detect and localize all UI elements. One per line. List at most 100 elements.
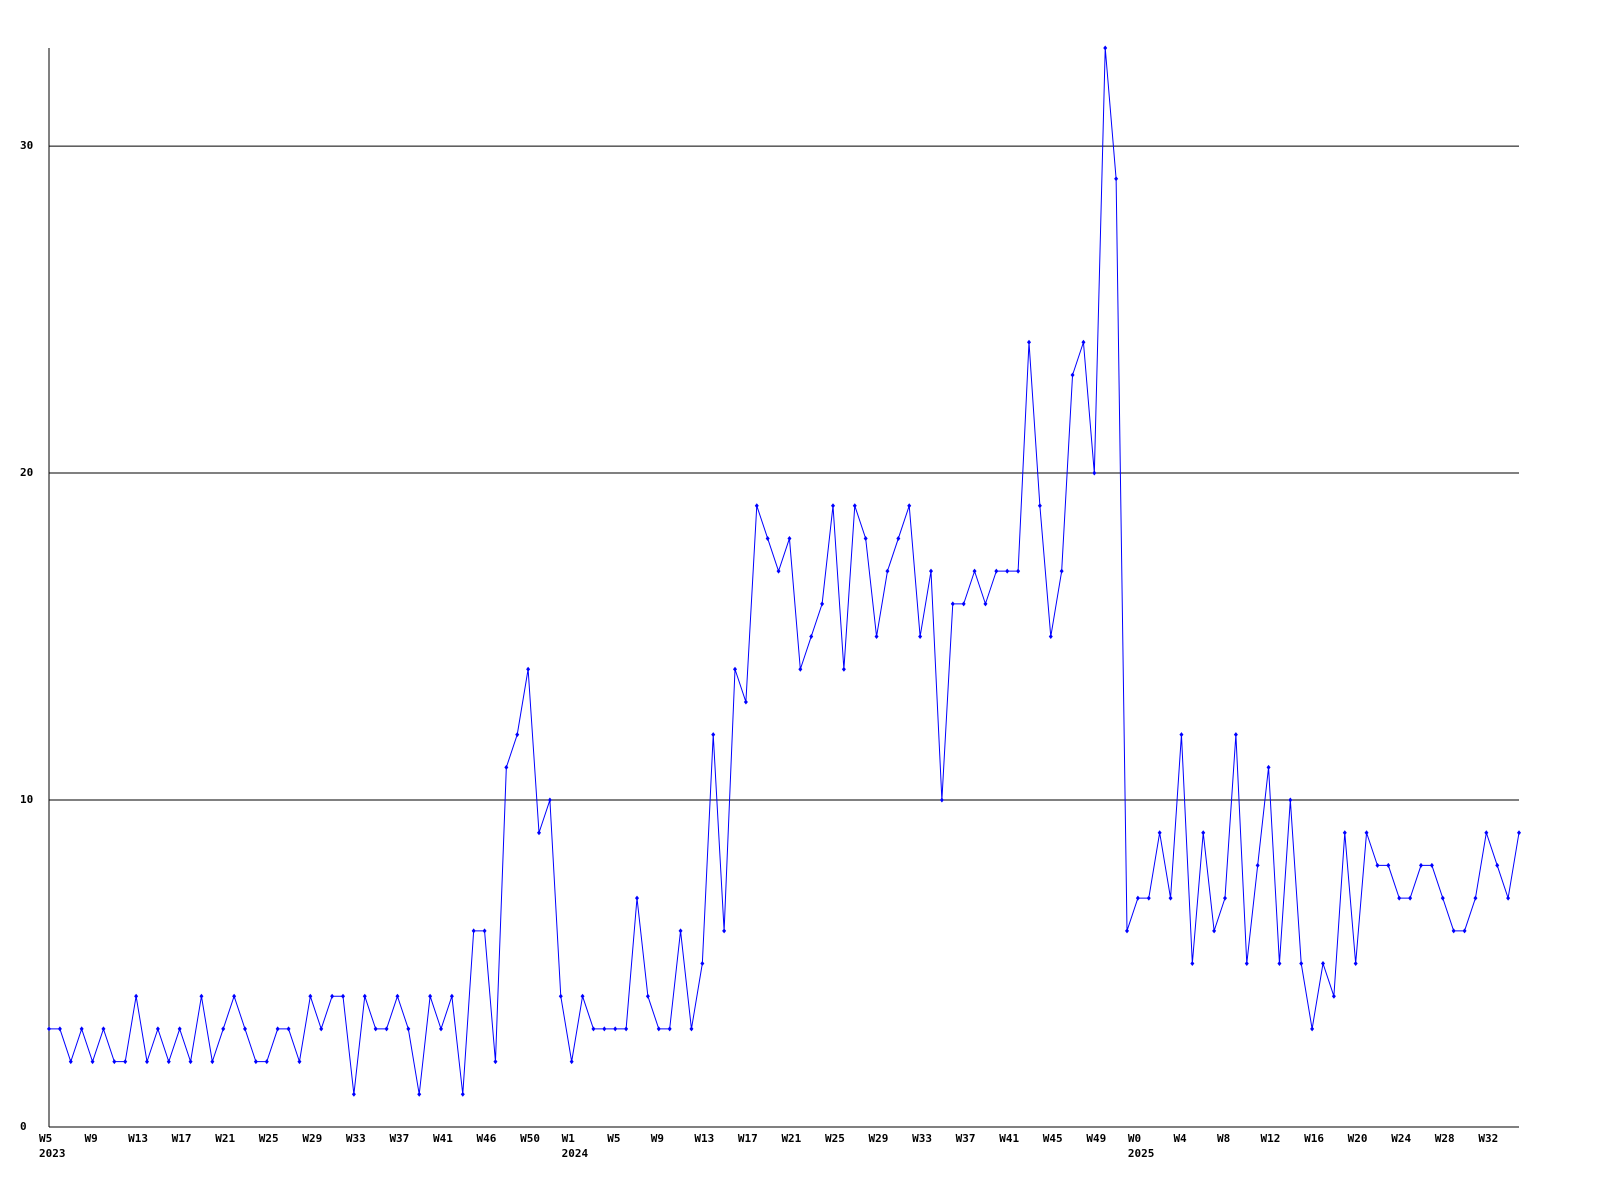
point <box>1310 1026 1315 1032</box>
point <box>297 1059 302 1065</box>
point <box>493 1059 498 1065</box>
x-tick-label: W12 <box>1261 1132 1281 1145</box>
point <box>1201 830 1206 836</box>
x-tick-label: W37 <box>956 1132 976 1145</box>
point <box>754 503 759 509</box>
point <box>373 1026 378 1032</box>
point <box>885 568 890 574</box>
point <box>460 1091 465 1097</box>
x-year-label: 2025 <box>1128 1147 1155 1160</box>
point <box>711 732 716 738</box>
point <box>787 535 792 541</box>
x-tick-label: W1 <box>562 1132 576 1145</box>
y-tick-label: 20 <box>20 466 33 479</box>
point <box>308 993 313 999</box>
point <box>166 1059 171 1065</box>
point <box>1462 928 1467 934</box>
point <box>449 993 454 999</box>
x-tick-label: W25 <box>259 1132 279 1145</box>
point <box>852 503 857 509</box>
point <box>722 928 727 934</box>
x-tick-label: W33 <box>346 1132 366 1145</box>
point <box>950 601 955 607</box>
x-tick-label: W46 <box>477 1132 497 1145</box>
point <box>330 993 335 999</box>
x-tick-label: W45 <box>1043 1132 1063 1145</box>
x-tick-label: W20 <box>1348 1132 1368 1145</box>
point <box>1375 862 1380 868</box>
point <box>1440 895 1445 901</box>
point <box>613 1026 618 1032</box>
x-tick-label: W8 <box>1217 1132 1230 1145</box>
point <box>1299 961 1304 967</box>
x-year-label: 2024 <box>562 1147 589 1160</box>
point <box>1027 339 1031 345</box>
point <box>896 535 901 541</box>
y-tick-label: 0 <box>20 1120 27 1133</box>
point <box>1059 568 1064 574</box>
x-tick-label: W13 <box>694 1132 714 1145</box>
point <box>1353 961 1358 967</box>
point <box>428 993 433 999</box>
x-tick-label: W4 <box>1173 1132 1187 1145</box>
point <box>243 1026 247 1032</box>
point <box>526 666 531 672</box>
point <box>68 1059 73 1065</box>
point <box>689 1026 694 1032</box>
point <box>79 1026 84 1032</box>
point <box>1037 503 1042 509</box>
point <box>1125 928 1129 934</box>
point <box>101 1026 106 1032</box>
point <box>1506 895 1511 901</box>
point <box>1517 830 1521 836</box>
x-tick-label: W24 <box>1391 1132 1411 1145</box>
point <box>177 1026 182 1032</box>
point <box>406 1026 411 1032</box>
point <box>1342 830 1347 836</box>
point <box>319 1026 324 1032</box>
point <box>1223 895 1227 901</box>
x-tick-label: W13 <box>128 1132 148 1145</box>
point <box>591 1026 596 1032</box>
point <box>569 1059 574 1065</box>
point <box>863 535 868 541</box>
point <box>1212 928 1217 934</box>
point <box>417 1091 422 1097</box>
point <box>439 1026 443 1032</box>
point <box>232 993 237 999</box>
x-year-label: 2023 <box>39 1147 66 1160</box>
point <box>1321 961 1325 967</box>
point <box>809 634 814 640</box>
point <box>351 1091 356 1097</box>
point <box>939 797 944 803</box>
point <box>1288 797 1293 803</box>
point <box>112 1059 117 1065</box>
y-tick-label: 30 <box>20 139 33 152</box>
point <box>341 993 345 999</box>
point <box>907 503 912 509</box>
x-tick-label: W5 <box>39 1132 52 1145</box>
y-tick-label: 10 <box>20 793 33 806</box>
point <box>90 1059 95 1065</box>
point <box>994 568 999 574</box>
x-tick-label: W25 <box>825 1132 845 1145</box>
point <box>1157 830 1162 836</box>
point <box>1190 961 1195 967</box>
point <box>1386 862 1391 868</box>
point <box>515 732 520 738</box>
point <box>667 1026 672 1032</box>
point <box>1135 895 1140 901</box>
point <box>733 666 737 672</box>
point <box>123 1059 128 1065</box>
x-tick-label: W49 <box>1086 1132 1106 1145</box>
point <box>1244 961 1249 967</box>
x-tick-label: W9 <box>85 1132 98 1145</box>
point <box>1266 764 1271 770</box>
point <box>1114 176 1119 182</box>
point <box>983 601 988 607</box>
point <box>134 993 139 999</box>
point <box>1179 732 1184 738</box>
point <box>841 666 846 672</box>
point <box>1103 45 1108 51</box>
